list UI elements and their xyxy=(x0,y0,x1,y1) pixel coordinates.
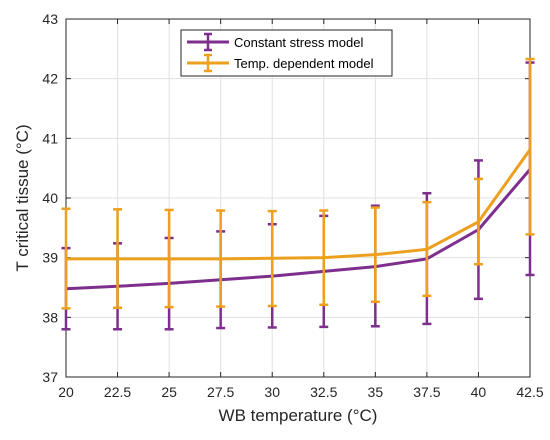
x-tick-label: 25 xyxy=(161,384,177,400)
series-group xyxy=(61,57,535,331)
y-tick-label: 41 xyxy=(42,130,58,146)
error-bar xyxy=(267,209,277,308)
x-tick-label: 40 xyxy=(471,384,487,400)
error-bar xyxy=(319,209,329,307)
legend-label: Constant stress model xyxy=(234,35,363,50)
x-axis-label: WB temperature (°C) xyxy=(219,406,378,425)
y-axis-label: T critical tissue (°C) xyxy=(13,124,32,271)
legend-label: Temp. dependent model xyxy=(234,56,374,71)
x-tick-label: 20 xyxy=(58,384,74,400)
error-bar xyxy=(370,206,380,304)
legend-marker xyxy=(187,53,229,73)
error-bar xyxy=(473,177,483,266)
x-tick-label: 37.5 xyxy=(413,384,440,400)
y-tick-label: 40 xyxy=(42,190,58,206)
x-tick-label: 32.5 xyxy=(310,384,337,400)
legend: Constant stress model Temp. dependent mo… xyxy=(180,29,393,77)
error-bar xyxy=(113,208,123,310)
y-tick-label: 38 xyxy=(42,309,58,325)
error-bar xyxy=(61,207,71,310)
error-bar xyxy=(216,209,226,308)
legend-marker xyxy=(187,32,229,52)
x-tick-label: 35 xyxy=(368,384,384,400)
series-line xyxy=(66,148,532,261)
x-tick-label: 27.5 xyxy=(207,384,234,400)
y-tick-label: 43 xyxy=(42,11,58,27)
x-tick-label: 22.5 xyxy=(104,384,131,400)
x-tick-label: 42.5 xyxy=(516,384,543,400)
y-tick-label: 39 xyxy=(42,250,58,266)
series-1 xyxy=(61,57,535,310)
error-bar xyxy=(422,200,432,298)
y-ticks: 37 38 39 40 41 42 43 xyxy=(42,11,530,385)
error-bar xyxy=(525,57,535,236)
legend-entry-temp-dependent: Temp. dependent model xyxy=(187,53,374,73)
legend-entry-constant-stress: Constant stress model xyxy=(187,32,363,52)
series-line xyxy=(65,168,532,291)
x-ticks: 20 22.5 25 27.5 30 32.5 35 37.5 40 42.5 xyxy=(58,19,544,400)
legend-box xyxy=(180,29,393,77)
error-bar xyxy=(164,208,174,309)
y-tick-label: 37 xyxy=(42,369,58,385)
y-tick-label: 42 xyxy=(42,71,58,87)
x-tick-label: 30 xyxy=(264,384,280,400)
